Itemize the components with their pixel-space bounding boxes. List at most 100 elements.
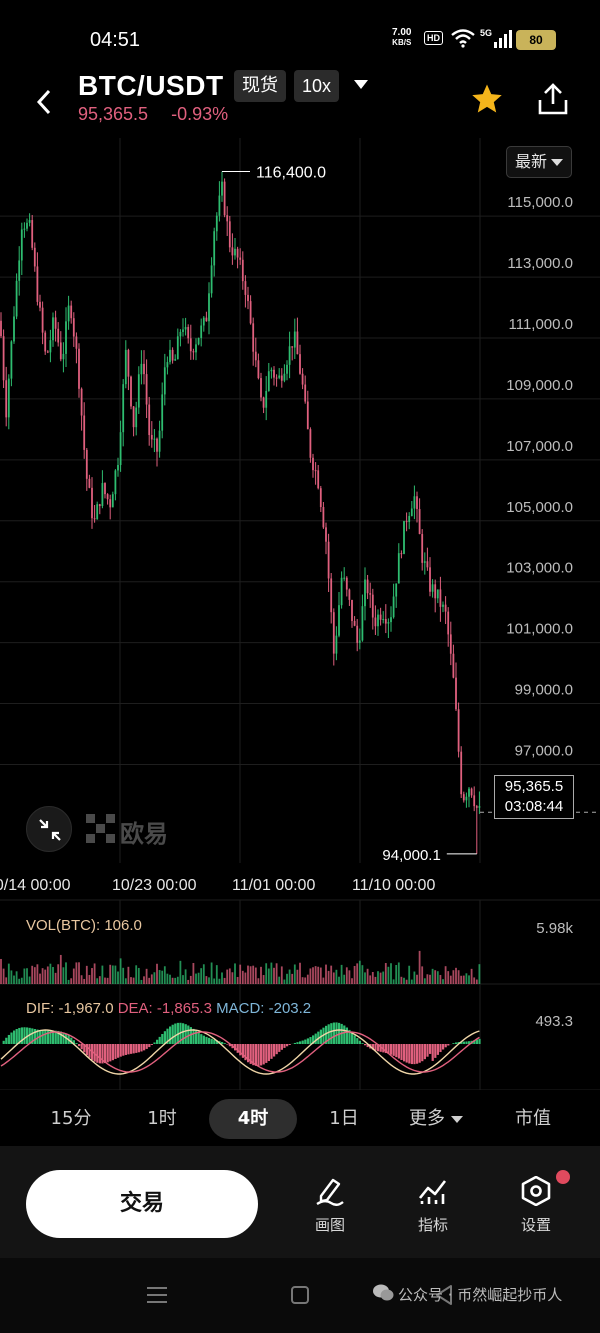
volume-bar	[338, 976, 340, 984]
volume-bar	[189, 975, 192, 984]
candle-body	[421, 534, 424, 563]
candle-body	[28, 220, 31, 223]
volume-bar	[429, 974, 431, 984]
back-icon[interactable]	[434, 1284, 454, 1306]
trade-button[interactable]: 交易	[26, 1170, 258, 1238]
candle-body	[356, 625, 359, 643]
back-arrow-icon[interactable]	[34, 88, 54, 116]
menu-icon[interactable]	[146, 1286, 168, 1304]
tab-market-cap[interactable]: 市值	[515, 1108, 551, 1129]
volume-bar	[244, 972, 247, 984]
macd-bar	[140, 1044, 143, 1052]
tab-more-label: 更多	[409, 1108, 445, 1129]
volume-bar	[325, 964, 327, 984]
candle-body	[0, 320, 2, 337]
volume-bar	[322, 977, 325, 984]
volume-bar	[260, 966, 262, 984]
candle-body	[213, 231, 216, 266]
candle-body	[197, 337, 200, 345]
kline-chart[interactable]: 115,000.0 113,000.0 111,000.0 109,000.0 107,…	[0, 138, 600, 898]
candle-body	[423, 561, 426, 563]
volume-bar	[10, 970, 13, 984]
volume-bar	[473, 977, 476, 984]
candle-body	[15, 280, 18, 317]
x-tick-label: 10/23 00:00	[112, 877, 197, 894]
tab-1d[interactable]: 1日	[329, 1108, 359, 1129]
candle-body	[377, 614, 379, 627]
indicators-button[interactable]: 指标	[398, 1176, 468, 1235]
draw-tool-button[interactable]: 画图	[295, 1176, 365, 1235]
tab-more[interactable]: 更多	[396, 1099, 476, 1139]
candle-body	[46, 351, 49, 353]
volume-bar	[262, 975, 265, 984]
volume-bar	[312, 967, 314, 984]
home-icon[interactable]	[290, 1285, 310, 1305]
macd-bar	[358, 1040, 361, 1044]
macd-bar	[148, 1044, 151, 1048]
volume-bar	[192, 962, 195, 984]
macd-bar	[330, 1023, 333, 1044]
volume-bar	[13, 975, 15, 984]
candle-body	[322, 507, 325, 528]
candle-body	[473, 795, 476, 807]
volume-bar	[174, 977, 177, 984]
candle-body	[104, 483, 106, 495]
macd-bar	[332, 1022, 335, 1044]
favorite-star-icon[interactable]	[470, 82, 504, 116]
volume-bar	[44, 969, 47, 984]
collapse-chart-button[interactable]	[26, 806, 72, 852]
candle-body	[413, 496, 416, 509]
tab-15m[interactable]: 15分	[50, 1108, 92, 1129]
pair-dropdown-icon[interactable]	[354, 80, 368, 89]
macd-bar	[442, 1044, 445, 1050]
candle-body	[351, 599, 353, 621]
macd-bar	[49, 1030, 52, 1044]
volume-bar	[434, 970, 437, 984]
candle-body	[395, 583, 398, 597]
macd-bar	[202, 1035, 205, 1044]
indicator-chart-icon	[418, 1180, 447, 1204]
volume-bar	[140, 979, 143, 984]
volume-bar	[431, 968, 434, 984]
status-bar: 04:51 7.00 KB/S HD 5G 80	[0, 0, 600, 60]
macd-bar	[296, 1042, 299, 1044]
volume-bar	[299, 962, 301, 984]
candle-body	[150, 435, 153, 440]
candle-body	[379, 614, 382, 620]
chart-area[interactable]: 115,000.0 113,000.0 111,000.0 109,000.0 107,…	[0, 138, 600, 898]
volume-bar	[247, 965, 249, 984]
macd-bar	[335, 1022, 338, 1044]
high-price-label: 116,400.0	[256, 165, 326, 182]
candle-body	[122, 384, 125, 433]
pair-header: BTC/USDT 现货 10x 95,365.5 -0.93%	[0, 60, 600, 138]
candle-body	[57, 328, 60, 343]
volume-bar	[408, 965, 411, 984]
tab-4h[interactable]: 4时	[209, 1099, 297, 1139]
y-tick-label: 115,000.0	[507, 194, 573, 211]
candle-body	[65, 321, 67, 354]
candle-body	[31, 220, 34, 248]
macd-bar	[426, 1044, 429, 1057]
candle-body	[478, 806, 481, 808]
tab-1h[interactable]: 1时	[147, 1108, 177, 1129]
share-icon[interactable]	[536, 82, 570, 116]
candle-body	[455, 677, 457, 710]
volume-bar	[213, 978, 216, 984]
candle-body	[140, 363, 143, 375]
price-mode-select[interactable]: 最新	[506, 146, 572, 178]
candle-body	[44, 332, 47, 352]
volume-bar	[348, 970, 351, 984]
macd-bar	[223, 1043, 226, 1044]
volume-bar	[143, 976, 145, 984]
volume-bar	[228, 968, 231, 984]
macd-bar	[208, 1037, 211, 1044]
volume-bar	[301, 977, 304, 984]
candle-body	[291, 346, 294, 348]
macd-bar	[169, 1026, 172, 1044]
y-tick-label: 107,000.0	[506, 438, 573, 455]
candle-body	[98, 504, 101, 507]
pair-title[interactable]: BTC/USDT	[78, 70, 224, 101]
volume-bar	[208, 977, 210, 984]
settings-button[interactable]: 设置	[501, 1175, 571, 1235]
volume-bar	[28, 976, 31, 984]
